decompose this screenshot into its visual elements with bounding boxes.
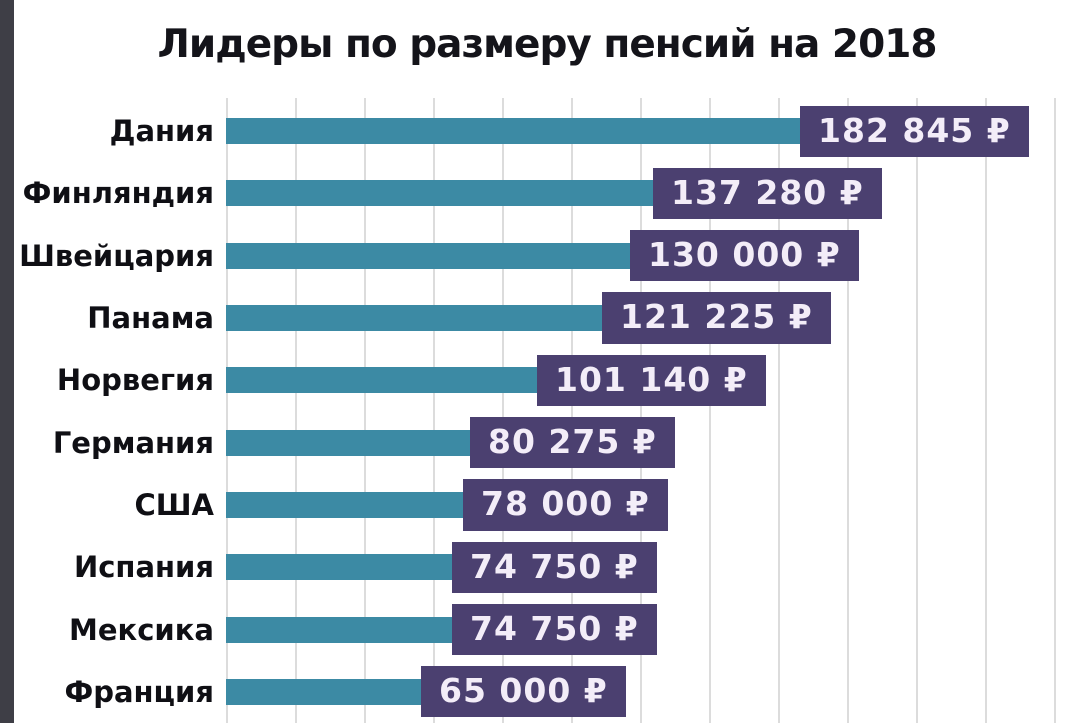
bar [226,429,484,456]
bar-row: Мексика 74 750 ₽ [14,598,1080,660]
bar-row: Дания 182 845 ₽ [14,100,1080,162]
bar [226,678,435,705]
value-label-box: 101 140 ₽ [537,354,766,406]
category-label: Финляндия [22,176,214,211]
bar-area: 80 275 ₽ [226,411,1080,473]
bar-area: 74 750 ₽ [226,598,1080,660]
bar [226,554,466,581]
value-label: 80 275 ₽ [488,421,657,461]
category-label: Мексика [69,612,214,647]
value-label-box: 182 845 ₽ [800,105,1029,157]
bar-row: США 78 000 ₽ [14,474,1080,536]
chart-title: Лидеры по размеру пенсий на 2018 [157,22,938,67]
left-edge-strip [0,0,14,723]
value-label: 78 000 ₽ [481,484,650,524]
value-label-box: 80 275 ₽ [470,416,675,469]
bar [226,180,667,207]
category-label: США [134,487,214,522]
category-label: Франция [64,674,214,709]
value-label-box: 74 750 ₽ [452,603,657,656]
bar-area: 74 750 ₽ [226,536,1080,598]
value-label: 74 750 ₽ [470,546,639,586]
bar [226,616,466,643]
bar [226,305,616,332]
bar-area: 65 000 ₽ [226,661,1080,723]
bar-area: 78 000 ₽ [226,474,1080,536]
value-label: 65 000 ₽ [439,671,608,711]
value-label-box: 74 750 ₽ [452,541,657,593]
bar-area: 101 140 ₽ [226,349,1080,411]
value-label-box: 65 000 ₽ [421,666,626,718]
value-label: 137 280 ₽ [671,172,864,212]
category-label: Германия [52,425,214,460]
chart-rows: Дания 182 845 ₽ Финляндия 137 280 ₽ Швей… [14,100,1080,723]
bar-area: 182 845 ₽ [226,100,1080,162]
bar-area: 130 000 ₽ [226,225,1080,287]
bar-row: Германия 80 275 ₽ [14,411,1080,473]
value-label: 121 225 ₽ [620,297,813,337]
bar-row: Испания 74 750 ₽ [14,536,1080,598]
bar [226,242,644,269]
category-label: Испания [73,550,214,585]
bar-row: Норвегия 101 140 ₽ [14,349,1080,411]
category-label: Панама [87,301,214,336]
value-label: 130 000 ₽ [648,235,841,275]
bar-row: Панама 121 225 ₽ [14,287,1080,349]
bar-row: Франция 65 000 ₽ [14,661,1080,723]
bar [226,118,814,145]
bar [226,367,551,394]
bar-area: 137 280 ₽ [226,162,1080,224]
bar-row: Финляндия 137 280 ₽ [14,162,1080,224]
bar-row: Швейцария 130 000 ₽ [14,225,1080,287]
value-label-box: 121 225 ₽ [602,292,831,344]
category-label: Дания [109,114,214,149]
value-label: 74 750 ₽ [470,608,639,648]
value-label-box: 78 000 ₽ [463,479,668,531]
value-label: 182 845 ₽ [818,110,1011,150]
category-label: Норвегия [56,363,214,398]
bar [226,491,477,518]
bar-area: 121 225 ₽ [226,287,1080,349]
value-label-box: 137 280 ₽ [653,167,882,220]
value-label-box: 130 000 ₽ [630,230,859,282]
category-label: Швейцария [19,238,214,273]
value-label: 101 140 ₽ [555,359,748,399]
